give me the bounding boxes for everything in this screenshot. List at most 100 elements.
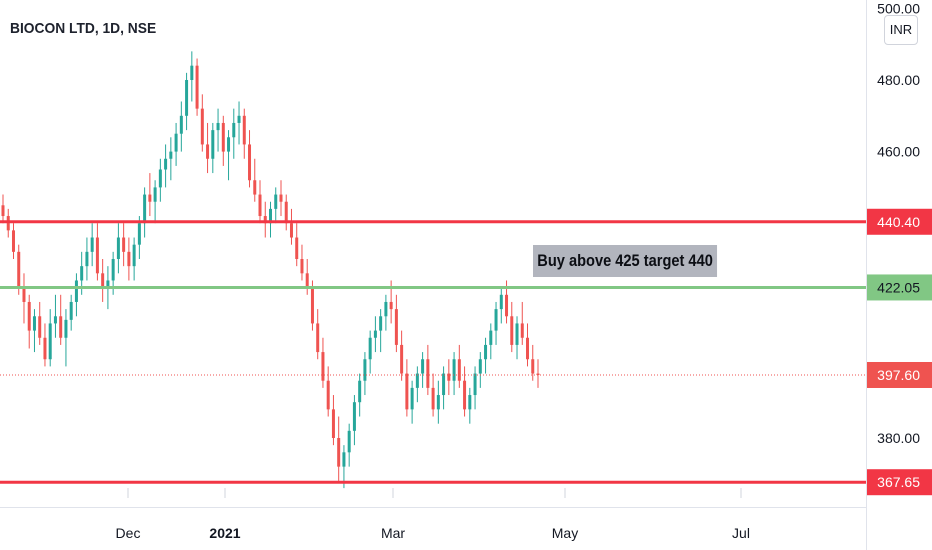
candle [38,301,42,345]
candle-body [436,395,440,410]
price-badge-label: 440.40 [877,214,920,230]
candle-body [452,359,456,381]
candle [69,294,73,331]
candle-body [373,330,377,338]
candle [363,352,367,396]
candle [1,194,5,224]
candle [48,309,52,367]
symbol-title[interactable]: BIOCON LTD, 1D, NSE [10,20,157,37]
candle-body [300,259,304,274]
candle [174,122,178,166]
price-badge-bg [867,274,932,301]
candle-body [122,237,126,252]
candle [200,94,204,152]
candle [153,180,157,224]
candle-body [421,359,425,374]
candle [169,137,173,181]
candle-body [127,251,131,267]
candle [510,301,514,353]
candle-body [279,194,283,202]
price-badge: 422.05 [867,274,932,301]
candle-body [520,323,524,338]
candle [253,158,257,202]
price-tick-label: 460.00 [877,144,920,160]
candle [300,244,304,281]
candle [473,366,477,410]
candle [59,294,63,345]
candle [431,373,435,417]
price-axis: 500.00 480.00 460.00 380.00 [877,0,920,446]
candle-body [269,208,272,224]
candle [316,309,320,360]
candle [143,187,147,238]
time-tick-label: May [552,525,578,541]
horizontal-levels[interactable] [0,220,866,484]
candle [148,173,152,217]
candle-body [48,323,52,360]
candle [32,309,36,353]
candle-body [148,194,152,202]
candle [526,323,530,367]
candle [415,366,419,403]
candle-body [415,373,419,388]
candle-body [389,301,393,310]
candle-body [295,237,299,259]
candle-body [11,230,15,252]
price-badge-bg [867,208,932,235]
candle [384,294,388,331]
candle [242,108,246,159]
price-badges: 440.40 422.05 367.65 397.60 [867,208,932,496]
annotation-label[interactable]: Buy above 425 target 440 [533,245,718,277]
candle [457,344,461,388]
candle-body [457,359,461,381]
candle-body [85,251,89,267]
candle [122,223,126,267]
candle-body [185,80,189,116]
price-badge-bg [867,469,932,496]
candle [74,273,78,317]
time-axis: Dec 2021 Mar May Jul [116,488,750,541]
candle [305,259,309,295]
candle [520,301,524,345]
candle-body [195,65,199,109]
candle-body [316,323,320,353]
candle-body [27,301,31,331]
candle [227,130,231,181]
candle-body [410,387,414,410]
price-badge: 440.40 [867,208,932,235]
candle-body [352,402,356,431]
candle [489,323,493,360]
candle [11,223,15,259]
candle [358,373,362,417]
time-tick-label: Mar [381,525,405,541]
candle [127,237,131,281]
candle-body [305,273,309,288]
time-tick-label: Dec [116,525,141,541]
candle-body [59,316,63,338]
candle-body [106,280,110,288]
currency-button[interactable]: INR [884,15,918,45]
candle-body [310,287,314,324]
candle-body [179,115,183,134]
candle-body [363,359,367,381]
candle-body [473,373,477,396]
candle [400,330,404,381]
candle-body [405,373,409,410]
candle-body [22,287,26,302]
candle-body [342,452,346,467]
candle-body [505,294,509,317]
candle [158,158,162,202]
candle-body [169,151,173,159]
price-badge-label: 367.65 [877,474,920,490]
price-badge: 367.65 [867,469,932,496]
candle [53,294,57,338]
candle-body [248,144,252,181]
candle-body [478,359,482,374]
candle [22,273,26,324]
time-tick-label: 2021 [209,525,240,541]
candle [515,316,519,360]
candle [326,366,330,417]
candle-body [394,309,398,345]
candle-body [190,65,194,80]
